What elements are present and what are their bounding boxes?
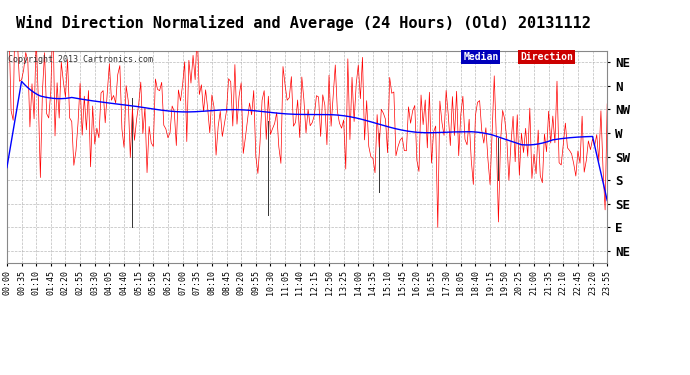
Text: Copyright 2013 Cartronics.com: Copyright 2013 Cartronics.com xyxy=(8,55,153,64)
Text: Median: Median xyxy=(463,52,498,62)
Text: Direction: Direction xyxy=(520,52,573,62)
Text: Wind Direction Normalized and Average (24 Hours) (Old) 20131112: Wind Direction Normalized and Average (2… xyxy=(16,15,591,31)
